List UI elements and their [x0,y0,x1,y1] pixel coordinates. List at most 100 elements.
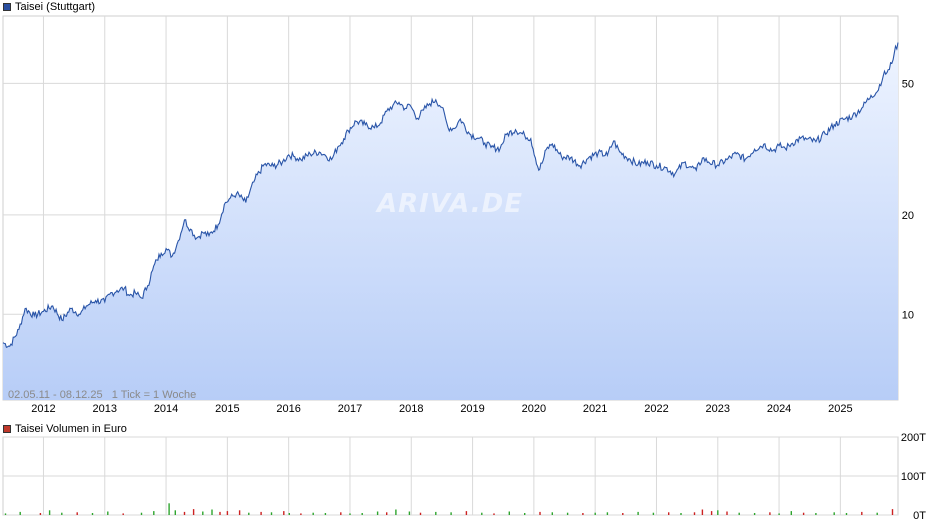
volume-bar [717,510,719,515]
volume-bar [340,512,342,515]
price-x-tick-label: 2016 [276,403,300,415]
volume-bar [508,511,510,515]
volume-bar [376,511,379,515]
price-x-tick-label: 2012 [31,403,55,415]
volume-bar [300,513,302,515]
volume-bar [769,512,771,515]
volume-bar [524,513,526,515]
price-line [2,42,899,349]
volume-bar [778,513,780,515]
volume-bar [153,511,155,515]
volume-bar [419,512,422,515]
volume-bar [668,512,670,515]
price-legend-swatch [3,3,11,11]
price-area-fill [3,42,898,400]
volume-y-ticks: 0T 100T 200T [901,432,926,522]
volume-bar [39,513,42,515]
volume-bar [594,512,596,515]
price-x-tick-label: 2021 [583,403,607,415]
price-x-tick-label: 2023 [706,403,730,415]
volume-bar [202,511,204,515]
volume-bar [386,512,388,515]
volume-bar [260,511,262,515]
price-x-ticks: 2012 2013 2014 2015 2016 2017 2018 2019 2020 2021… [31,403,852,415]
volume-bar [408,511,411,515]
volume-bar [539,511,541,515]
volume-bar [324,513,327,515]
volume-bar [693,512,696,515]
volume-bar [91,513,94,515]
price-y-ticks: 10 20 50 [902,78,914,321]
volume-bar [226,511,229,515]
volume-bar [283,511,285,515]
volume-bar [19,511,21,515]
volume-bar [4,513,7,515]
volume-bar [211,509,213,515]
price-y-tick-label: 20 [902,210,914,222]
volume-bar [845,513,848,515]
volume-bar [140,512,143,515]
date-range-info: 02.05.11 - 08.12.25 1 Tick = 1 Woche [8,389,196,401]
volume-bar [192,509,195,515]
price-legend: Taisei (Stuttgart) [3,1,95,13]
volume-bar [168,503,170,515]
volume-bars [4,503,894,515]
volume-bar [270,512,273,515]
volume-bar [48,510,51,515]
volume-bar [61,512,63,515]
volume-bar [606,512,609,515]
volume-bar [753,513,756,515]
volume-y-tick-label: 200T [901,432,926,444]
volume-bar [450,512,452,515]
volume-legend-swatch [3,425,11,433]
volume-bar [481,512,483,515]
price-x-tick-label: 2017 [338,403,362,415]
volume-bar [551,512,553,515]
volume-bar [107,511,109,515]
volume-bar [122,513,124,515]
tick-info-text: 1 Tick = 1 Woche [111,389,197,401]
volume-bar [790,511,792,515]
volume-bar [680,513,682,515]
volume-bar [876,512,878,515]
volume-bar [566,512,569,515]
volume-bar [312,512,314,515]
volume-bar [891,509,894,515]
price-x-tick-label: 2018 [399,403,423,415]
date-range-text: 02.05.11 - 08.12.25 [8,389,103,401]
volume-bar [861,511,863,515]
volume-bar [76,512,78,515]
volume-bar [238,510,241,515]
volume-bar [361,513,363,515]
volume-bar [349,513,351,515]
volume-bar [726,511,728,515]
watermark-text: ARIVA.DE [375,189,523,219]
volume-legend: Taisei Volumen in Euro [3,423,127,435]
volume-bar [802,512,805,515]
price-x-tick-label: 2024 [767,403,791,415]
volume-bar [493,513,495,515]
volume-bar [183,511,186,515]
volume-bar [652,512,655,515]
price-x-tick-label: 2014 [154,403,178,415]
volume-bar [582,513,584,515]
price-x-tick-label: 2013 [93,403,117,415]
price-x-tick-label: 2015 [215,403,239,415]
volume-y-tick-label: 0T [913,510,926,522]
volume-y-tick-label: 100T [901,471,926,483]
volume-bar [435,511,437,515]
volume-bar [288,513,290,515]
volume-bar [833,512,835,515]
price-x-tick-label: 2020 [522,403,546,415]
volume-bar [738,512,740,515]
price-x-tick-label: 2019 [460,403,484,415]
volume-bar [637,511,639,515]
volume-bar [248,512,250,515]
volume-grid [3,436,898,516]
price-y-tick-label: 50 [902,78,914,90]
volume-bar [174,510,176,515]
volume-bar [465,511,468,515]
volume-bar [815,513,817,515]
volume-bar [219,511,221,515]
